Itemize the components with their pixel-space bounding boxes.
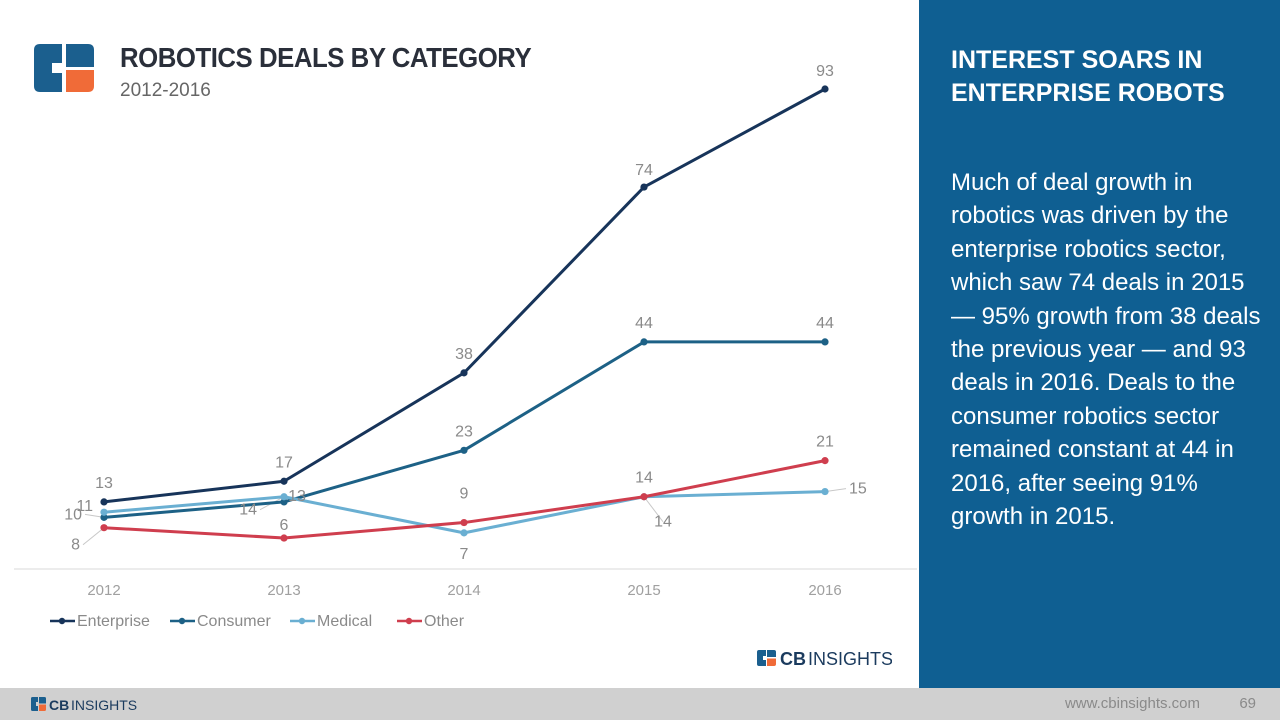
legend-marker-medical — [298, 617, 306, 625]
data-label-medical: 14 — [654, 514, 672, 531]
data-point-other — [640, 493, 648, 501]
data-point-consumer — [821, 338, 829, 346]
label-leader-other — [82, 527, 105, 546]
data-label-consumer: 23 — [455, 423, 473, 440]
panel-body: Much of deal growth in robotics was driv… — [951, 169, 1261, 531]
data-point-enterprise — [821, 85, 829, 93]
x-tick-label: 2013 — [267, 582, 300, 599]
data-point-consumer — [280, 498, 288, 506]
page-title: ROBOTICS DEALS BY CATEGORY — [120, 42, 532, 73]
data-point-medical — [460, 529, 468, 537]
data-label-enterprise: 74 — [635, 162, 653, 179]
label-leader-medical — [643, 496, 664, 523]
insight-panel: INTEREST SOARS IN ENTERPRISE ROBOTS Much… — [919, 0, 1280, 688]
data-point-consumer — [640, 338, 648, 346]
panel-title: INTEREST SOARS IN ENTERPRISE ROBOTS — [951, 46, 1225, 107]
legend-item-consumer: Consumer — [170, 613, 271, 630]
data-point-consumer — [460, 446, 468, 454]
data-label-other: 21 — [816, 434, 834, 451]
data-label-medical: 11 — [76, 498, 93, 515]
data-point-medical — [280, 493, 288, 501]
legend-label-enterprise: Enterprise — [77, 613, 150, 630]
data-label-other: 8 — [71, 537, 80, 554]
data-point-consumer — [100, 513, 108, 521]
data-label-enterprise: 38 — [455, 346, 473, 363]
x-tick-label: 2012 — [87, 582, 120, 599]
data-label-medical: 15 — [849, 481, 867, 498]
brand-insights: INSIGHTS — [808, 649, 892, 667]
footer-logo: CB INSIGHTS — [31, 697, 137, 711]
cb-insights-logo — [34, 44, 94, 92]
x-tick-label: 2016 — [808, 582, 841, 599]
data-label-other: 14 — [635, 470, 653, 487]
legend-label-medical: Medical — [317, 613, 372, 630]
x-tick-label: 2014 — [447, 582, 480, 599]
brand-mark: CB INSIGHTS — [757, 649, 893, 669]
data-point-enterprise — [640, 183, 648, 191]
data-label-medical: 7 — [460, 546, 469, 563]
footer-insights: INSIGHTS — [71, 697, 137, 711]
data-label-consumer: 44 — [816, 315, 834, 332]
legend-marker-consumer — [178, 617, 186, 625]
data-label-enterprise: 13 — [95, 475, 113, 492]
page-number: 69 — [1239, 695, 1256, 712]
legend-item-other: Other — [397, 613, 465, 630]
legend-marker-enterprise — [58, 617, 66, 625]
data-label-other: 9 — [460, 486, 469, 503]
data-point-other — [821, 457, 829, 465]
brand-logo: CB INSIGHTS — [757, 649, 893, 672]
data-label-consumer: 44 — [635, 315, 653, 332]
data-point-other — [280, 534, 288, 542]
data-point-enterprise — [280, 477, 288, 485]
data-point-other — [460, 518, 468, 527]
data-point-enterprise — [460, 369, 468, 377]
legend-label-other: Other — [424, 613, 465, 630]
legend-item-enterprise: Enterprise — [50, 613, 150, 630]
line-chart: 2012 2013 2014 2015 2016 13 17 38 74 93 10 13 23 44 4… — [14, 63, 917, 630]
data-point-enterprise — [100, 498, 108, 506]
data-point-medical — [100, 508, 108, 516]
data-point-other — [100, 524, 108, 532]
data-label-medical: 14 — [239, 502, 257, 519]
legend-marker-other — [405, 617, 413, 625]
footer: CB INSIGHTS www.cbinsights.com 69 — [0, 688, 1280, 720]
data-label-other: 6 — [280, 517, 289, 534]
data-label-enterprise: 93 — [816, 63, 834, 80]
data-label-enterprise: 17 — [275, 454, 293, 471]
footer-cb: CB — [49, 697, 69, 711]
legend-label-consumer: Consumer — [197, 613, 271, 630]
brand-cb: CB — [780, 649, 806, 667]
page-subtitle: 2012-2016 — [120, 80, 211, 101]
data-point-medical — [821, 487, 829, 496]
x-tick-label: 2015 — [627, 582, 660, 599]
data-label-consumer: 10 — [64, 506, 82, 523]
data-label-consumer: 13 — [288, 488, 306, 505]
legend-item-medical: Medical — [290, 613, 372, 630]
footer-url[interactable]: www.cbinsights.com — [1064, 695, 1200, 712]
